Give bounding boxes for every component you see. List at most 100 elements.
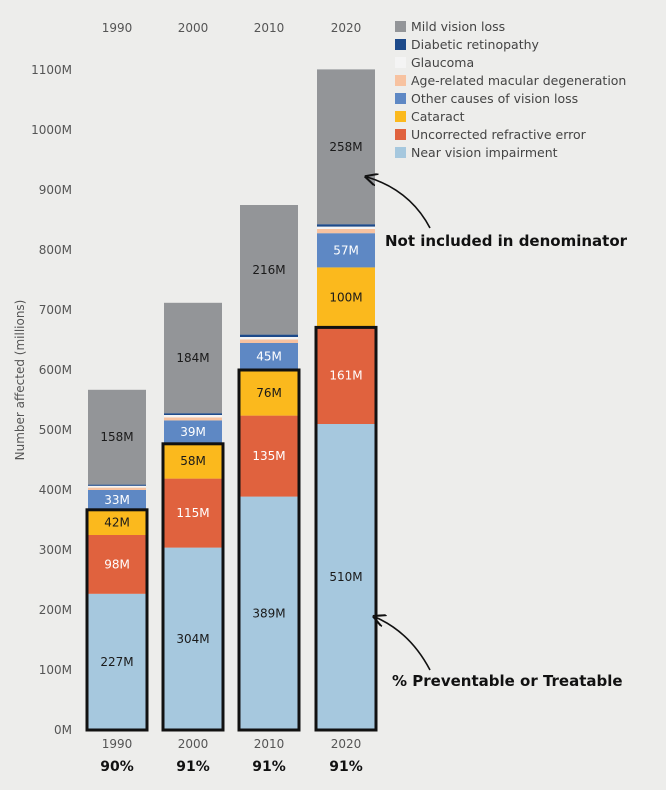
data-label-2000-7: 184M xyxy=(176,351,209,365)
x-tick-top-1990: 1990 xyxy=(102,21,133,35)
bar-segment-1990-2 xyxy=(88,509,146,535)
bar-segment-2020-4 xyxy=(317,229,375,234)
highlight-box-2000 xyxy=(161,442,225,732)
legend-swatch-7 xyxy=(395,147,406,158)
legend-label-5: Cataract xyxy=(411,109,465,124)
data-label-2000-2: 58M xyxy=(180,454,206,468)
x-tick-top-2020: 2020 xyxy=(331,21,362,35)
data-label-2010-2: 76M xyxy=(256,386,282,400)
bar-segment-2020-5 xyxy=(317,226,375,229)
data-label-2020-0: 510M xyxy=(329,570,362,584)
y-tick-label-0: 0M xyxy=(54,723,72,737)
bar-segment-2000-7 xyxy=(164,302,222,414)
data-label-2020-3: 57M xyxy=(333,243,359,257)
data-label-2000-0: 304M xyxy=(176,632,209,646)
data-label-2010-7: 216M xyxy=(252,263,285,277)
y-tick-label-9: 900M xyxy=(39,183,72,197)
annotation-preventable: % Preventable or Treatable xyxy=(392,672,623,690)
bar-segment-1990-0 xyxy=(88,593,146,730)
bar-group-2020: 510M 161M 100M 57M 258M xyxy=(317,69,375,730)
data-label-2010-1: 135M xyxy=(252,449,285,463)
bar-segment-2010-5 xyxy=(240,337,298,340)
legend-swatch-3 xyxy=(395,75,406,86)
bar-segment-2020-3 xyxy=(317,233,375,268)
legend-swatch-4 xyxy=(395,93,406,104)
bar-group-1990: 227M 98M 42M 33M 158M xyxy=(88,389,146,730)
legend-swatch-1 xyxy=(395,39,406,50)
bar-segment-2010-1 xyxy=(240,415,298,497)
percentage-label-1990: 90% xyxy=(100,759,134,775)
legend-item-1: Diabetic retinopathy xyxy=(395,37,540,52)
percentage-label-2010: 91% xyxy=(252,759,286,775)
data-label-2000-3: 39M xyxy=(180,425,206,439)
legend-swatch-0 xyxy=(395,21,406,32)
y-tick-label-3: 300M xyxy=(39,543,72,557)
legend-label-1: Diabetic retinopathy xyxy=(411,37,540,52)
bar-segment-2020-2 xyxy=(317,267,375,328)
legend-item-3: Age-related macular degeneration xyxy=(395,73,626,88)
percentage-label-2000: 91% xyxy=(176,759,210,775)
bar-segment-2010-0 xyxy=(240,496,298,730)
bar-segment-2000-6 xyxy=(164,413,222,415)
bar-segment-2000-1 xyxy=(164,478,222,548)
highlight-box-2010 xyxy=(237,368,301,732)
data-label-2010-3: 45M xyxy=(256,350,282,364)
legend-swatch-6 xyxy=(395,129,406,140)
bar-segment-2020-7 xyxy=(317,69,375,225)
x-tick-bottom-2000: 2000 xyxy=(178,737,209,751)
bar-segment-1990-4 xyxy=(88,487,146,490)
bar-segment-1990-5 xyxy=(88,485,146,488)
y-tick-label-10: 1000M xyxy=(31,123,72,137)
bar-segment-2010-6 xyxy=(240,334,298,337)
legend-swatch-2 xyxy=(395,57,406,68)
bar-segment-2000-3 xyxy=(164,420,222,444)
bar-segment-1990-1 xyxy=(88,535,146,594)
x-axis: 1990 1990 90% 2000 2000 91% 2010 2010 91% 2020 202… xyxy=(100,21,363,775)
data-label-2020-1: 161M xyxy=(329,369,362,383)
highlight-boxes xyxy=(85,325,378,732)
bar-segment-1990-6 xyxy=(88,484,146,486)
y-tick-label-7: 700M xyxy=(39,303,72,317)
bar-segment-2010-3 xyxy=(240,343,298,370)
legend-label-6: Uncorrected refractive error xyxy=(411,127,587,142)
y-axis: 0M 100M 200M 300M 400M 500M 600M 700M 800M 900M 10… xyxy=(13,63,72,737)
legend-item-0: Mild vision loss xyxy=(395,19,505,34)
highlight-box-1990 xyxy=(85,508,149,732)
y-tick-label-5: 500M xyxy=(39,423,72,437)
legend-label-3: Age-related macular degeneration xyxy=(411,73,626,88)
legend-item-2: Glaucoma xyxy=(395,55,474,70)
bar-segment-2000-4 xyxy=(164,417,222,421)
bar-segment-2010-7 xyxy=(240,205,298,335)
annotation-arrow-not-included xyxy=(367,177,431,229)
annotation-not-included: Not included in denominator xyxy=(385,232,628,250)
legend-label-4: Other causes of vision loss xyxy=(411,91,578,106)
bar-segment-2000-5 xyxy=(164,415,222,418)
annotations: Not included in denominator % Preventable… xyxy=(367,177,628,690)
data-label-1990-3: 33M xyxy=(104,493,130,507)
legend-item-5: Cataract xyxy=(395,109,465,124)
data-label-2010-0: 389M xyxy=(252,606,285,620)
bar-group-2000: 304M 115M 58M 39M 184M xyxy=(164,302,222,730)
highlight-box-2020 xyxy=(314,325,378,732)
bar-segment-2020-0 xyxy=(317,424,375,730)
legend: Mild vision loss Diabetic retinopathy Glau… xyxy=(395,19,626,160)
x-tick-bottom-2010: 2010 xyxy=(254,737,285,751)
data-label-1990-2: 42M xyxy=(104,515,130,529)
y-axis-label: Number affected (millions) xyxy=(13,300,27,461)
y-tick-label-6: 600M xyxy=(39,363,72,377)
legend-label-7: Near vision impairment xyxy=(411,145,558,160)
legend-item-4: Other causes of vision loss xyxy=(395,91,578,106)
legend-label-2: Glaucoma xyxy=(411,55,474,70)
y-tick-label-4: 400M xyxy=(39,483,72,497)
bar-segment-2020-1 xyxy=(317,327,375,424)
y-tick-label-1: 100M xyxy=(39,663,72,677)
bar-segment-2000-0 xyxy=(164,547,222,730)
legend-swatch-5 xyxy=(395,111,406,122)
bars: 227M 98M 42M 33M 158M 304M 115M 58M 39M 184M 389M 1… xyxy=(88,69,375,730)
percentage-label-2020: 91% xyxy=(329,759,363,775)
x-tick-top-2010: 2010 xyxy=(254,21,285,35)
y-tick-label-11: 1100M xyxy=(31,63,72,77)
data-label-1990-7: 158M xyxy=(100,430,133,444)
bar-segment-2010-2 xyxy=(240,370,298,416)
